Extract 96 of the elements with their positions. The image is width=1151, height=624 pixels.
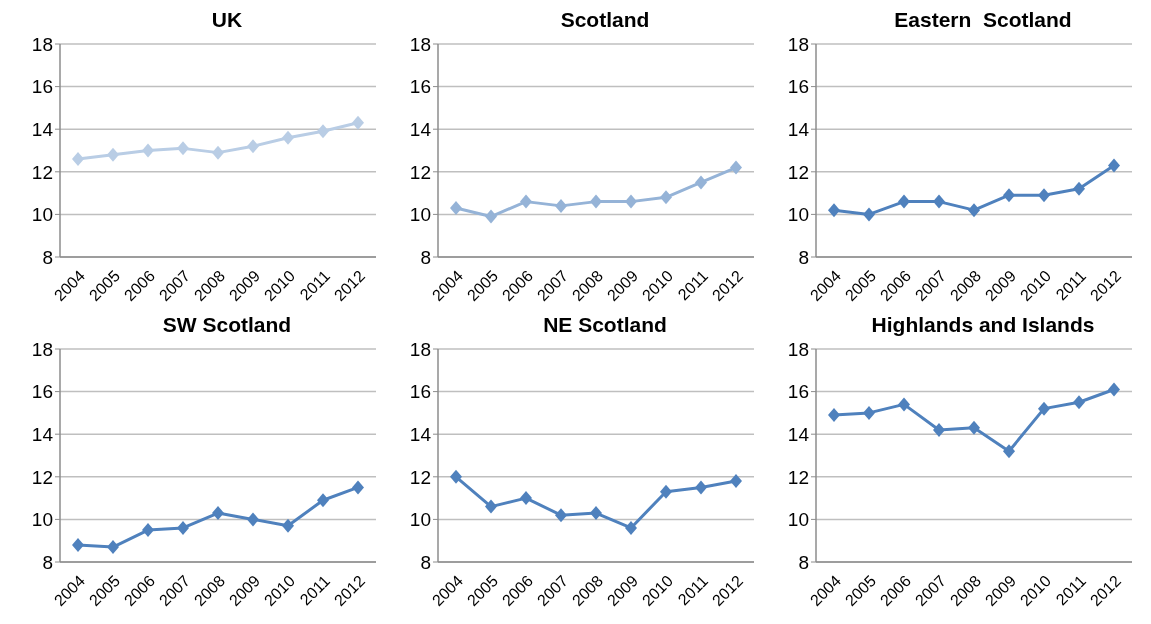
point [485,499,497,514]
point [933,194,945,209]
point [212,145,224,160]
y-tick-label: 12 [787,466,809,488]
y-tick-label: 16 [409,76,431,98]
point [1108,382,1120,397]
y-tick-label: 14 [409,423,432,445]
point [590,506,602,521]
point [968,203,980,218]
y-tick-label: 18 [31,338,53,360]
y-tick-label: 14 [787,423,810,445]
point [1003,444,1015,459]
y-tick-label: 14 [31,118,54,140]
chart-title: Scotland [559,8,651,33]
point [933,422,945,437]
point [863,207,875,222]
y-tick-label: 10 [31,509,53,531]
point [625,520,637,535]
point [898,194,910,209]
point [72,152,84,167]
point [660,484,672,499]
point [1073,395,1085,410]
point [1003,188,1015,203]
point [1038,401,1050,416]
point [625,194,637,209]
chart-title: Highlands and Islands [870,313,1096,338]
point [898,397,910,412]
y-tick-label: 10 [787,204,809,226]
point [317,493,329,508]
y-tick-label: 12 [409,466,431,488]
point [142,523,154,538]
y-tick-label: 8 [420,551,431,573]
chart-title: SW Scotland [161,313,293,338]
y-tick-label: 12 [409,161,431,183]
point [282,518,294,533]
chart-title: Eastern Scotland [893,8,1073,33]
y-tick-label: 10 [409,204,431,226]
y-tick-label: 16 [787,76,809,98]
point [1073,181,1085,196]
y-tick-label: 12 [31,161,53,183]
y-tick-label: 8 [798,246,809,268]
point [212,506,224,521]
y-tick-label: 14 [787,118,810,140]
point [485,209,497,224]
y-tick-label: 16 [787,381,809,403]
point [863,405,875,420]
y-tick-label: 10 [787,509,809,531]
point [695,480,707,495]
point [352,115,364,130]
y-tick-label: 18 [409,33,431,55]
y-tick-label: 12 [31,466,53,488]
point [1038,188,1050,203]
y-tick-label: 18 [787,338,809,360]
point [555,198,567,213]
y-tick-label: 16 [409,381,431,403]
point [695,175,707,190]
y-tick-label: 14 [31,423,54,445]
point [282,130,294,145]
point [590,194,602,209]
point [1108,158,1120,173]
y-tick-label: 14 [409,118,432,140]
y-tick-label: 10 [409,509,431,531]
point [352,480,364,495]
y-tick-label: 12 [787,161,809,183]
y-tick-label: 18 [31,33,53,55]
point [968,420,980,435]
point [142,143,154,158]
point [450,469,462,484]
y-tick-label: 8 [42,551,53,573]
point [660,190,672,205]
point [107,540,119,555]
point [72,537,84,552]
point [555,508,567,523]
y-tick-label: 10 [31,204,53,226]
y-tick-label: 8 [420,246,431,268]
chart-title: UK [210,8,244,33]
point [520,491,532,506]
point [107,147,119,162]
y-tick-label: 18 [409,338,431,360]
point [828,203,840,218]
point [828,408,840,423]
point [730,474,742,489]
point [520,194,532,209]
y-tick-label: 8 [42,246,53,268]
point [317,124,329,139]
chart-title: NE Scotland [542,313,668,338]
point [730,160,742,175]
point [177,520,189,535]
y-tick-label: 16 [31,76,53,98]
point [177,141,189,156]
point [450,201,462,216]
point [247,139,259,154]
y-tick-label: 16 [31,381,53,403]
y-tick-label: 18 [787,33,809,55]
y-tick-label: 8 [798,551,809,573]
point [247,512,259,527]
